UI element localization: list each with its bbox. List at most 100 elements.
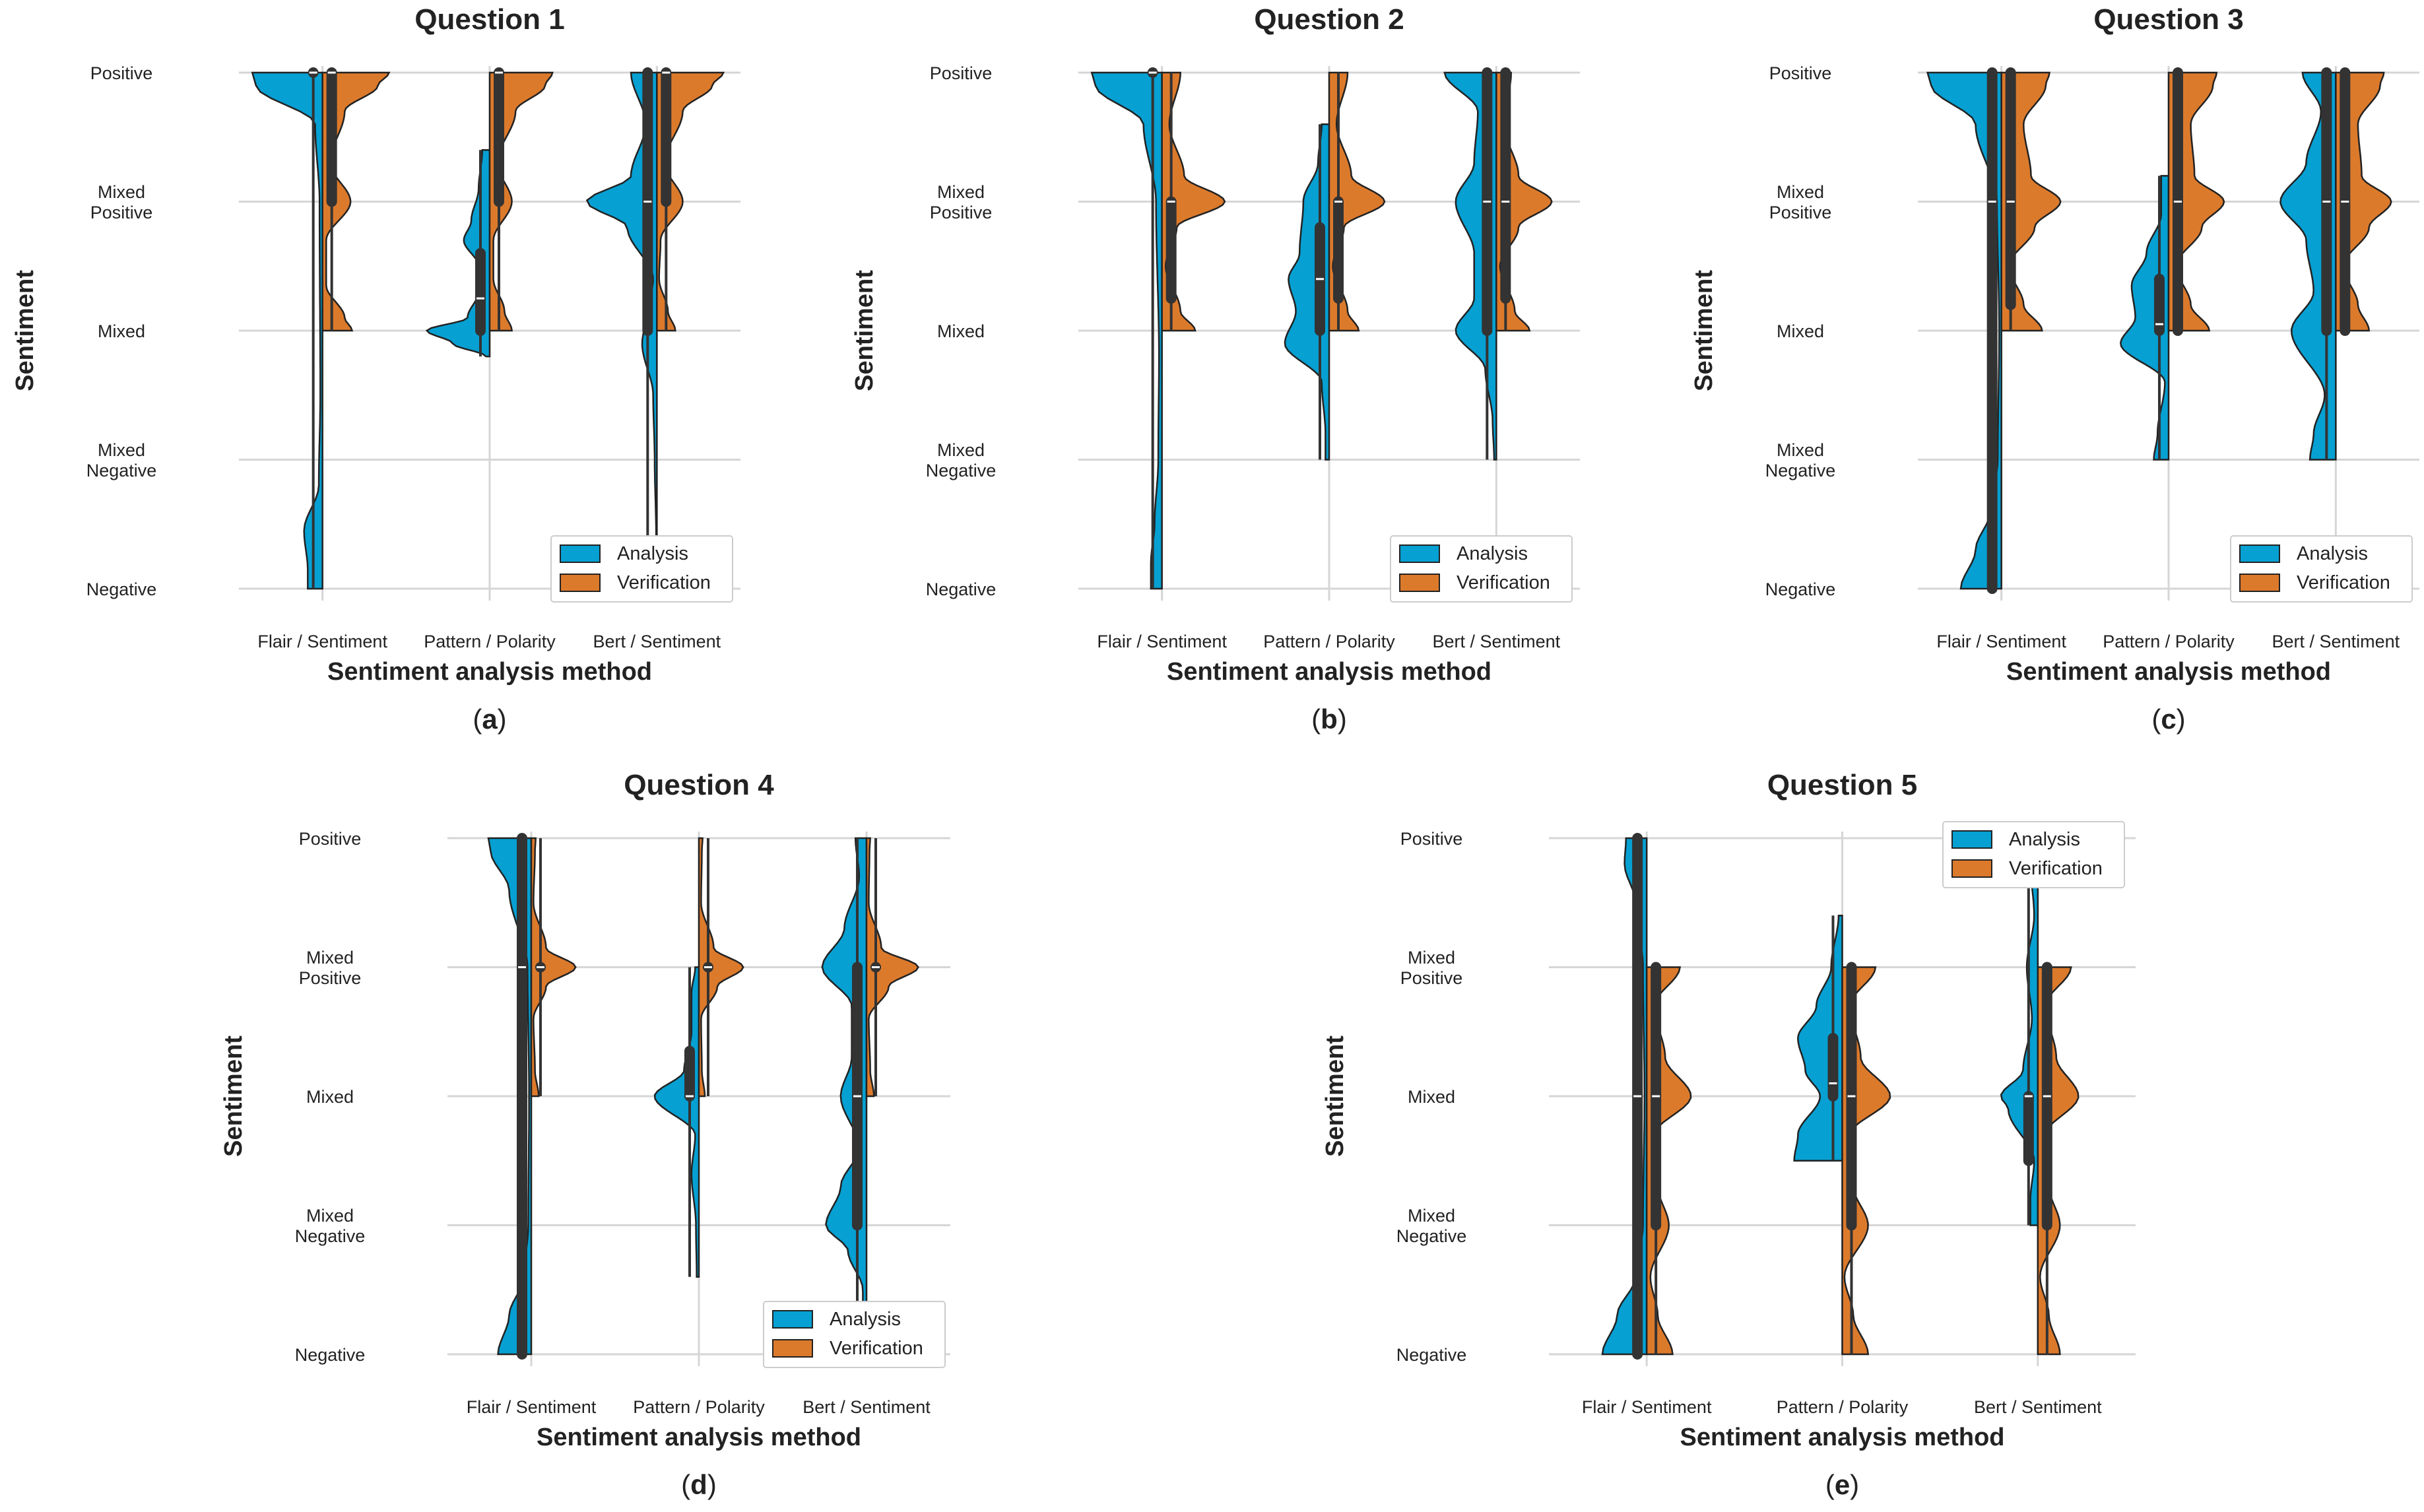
legend-label: Analysis bbox=[1457, 543, 1528, 564]
panel-label: (c) bbox=[2151, 704, 2185, 735]
x-tick-label: Flair / Sentiment bbox=[1097, 632, 1227, 651]
x-axis-label: Sentiment analysis method bbox=[1680, 1424, 2004, 1451]
chart-panel-a: Question 1 Positive Mixed Positive Mixed Mixe… bbox=[11, 3, 740, 735]
legend-label: Analysis bbox=[2297, 543, 2368, 564]
legend: Analysis Verification bbox=[2230, 535, 2413, 603]
legend: Analysis Verification bbox=[763, 1301, 946, 1368]
legend-swatch bbox=[1399, 544, 1440, 563]
panel-label: (b) bbox=[1311, 704, 1347, 735]
y-tick-label: Mixed bbox=[1408, 1087, 1455, 1107]
legend: Analysis Verification bbox=[1390, 535, 1573, 603]
chart-panel-c: Question 3 Positive Mixed Positive Mixed Mixe… bbox=[1690, 3, 2419, 735]
y-tick-label: Positive bbox=[299, 829, 362, 849]
legend-swatch bbox=[1399, 574, 1440, 592]
x-tick-label: Pattern / Polarity bbox=[1263, 632, 1395, 651]
violin-group bbox=[425, 67, 554, 358]
chart-title: Question 3 bbox=[2093, 3, 2243, 36]
legend-label: Analysis bbox=[617, 543, 688, 564]
x-tick-label: Pattern / Polarity bbox=[1777, 1397, 1909, 1417]
y-tick-label: Mixed Negative bbox=[926, 440, 997, 480]
x-axis-label: Sentiment analysis method bbox=[327, 658, 652, 686]
x-axis-label: Sentiment analysis method bbox=[537, 1424, 861, 1451]
x-tick-label: Pattern / Polarity bbox=[2103, 632, 2235, 651]
legend-label: Analysis bbox=[2009, 829, 2080, 850]
y-tick-label: Mixed Negative bbox=[295, 1206, 366, 1246]
legend-swatch bbox=[1951, 859, 1992, 878]
y-tick-label: Mixed Negative bbox=[1765, 440, 1836, 480]
legend-label: Verification bbox=[2009, 858, 2103, 879]
legend-swatch bbox=[2239, 544, 2280, 563]
legend-swatch bbox=[560, 544, 601, 563]
violin-group bbox=[653, 837, 744, 1278]
x-tick-label: Flair / Sentiment bbox=[467, 1397, 597, 1417]
verification-violin bbox=[2000, 71, 2062, 332]
y-axis-label: Sentiment bbox=[851, 270, 878, 391]
y-tick-label: Mixed bbox=[937, 321, 985, 341]
legend-label: Verification bbox=[617, 572, 711, 593]
chart-title: Question 4 bbox=[624, 769, 774, 801]
y-tick-label: Positive bbox=[90, 63, 153, 83]
violin-group bbox=[2279, 67, 2392, 461]
chart-panel-d: Question 4 Positive Mixed Positive Mixed Mixe… bbox=[220, 769, 950, 1500]
violin-group bbox=[1926, 67, 2062, 594]
violin-group bbox=[487, 833, 577, 1360]
x-tick-label: Flair / Sentiment bbox=[257, 632, 387, 651]
y-tick-label: Mixed Negative bbox=[1396, 1206, 1467, 1246]
y-tick-label: Positive bbox=[930, 63, 993, 83]
analysis-violin bbox=[653, 966, 700, 1278]
legend-swatch bbox=[2239, 574, 2280, 592]
panel-label: (a) bbox=[473, 704, 506, 735]
y-tick-label: Mixed bbox=[1777, 321, 1824, 341]
x-tick-label: Bert / Sentiment bbox=[2272, 632, 2400, 651]
violin-group bbox=[1090, 67, 1226, 590]
violin-group bbox=[2120, 67, 2225, 461]
verification-violin bbox=[530, 837, 577, 1098]
legend-label: Verification bbox=[1457, 572, 1550, 593]
y-tick-label: Mixed Positive bbox=[90, 182, 153, 222]
y-tick-label: Negative bbox=[926, 579, 997, 599]
violin-group bbox=[251, 67, 391, 590]
legend-label: Analysis bbox=[830, 1309, 901, 1330]
analysis-violin bbox=[1284, 123, 1330, 461]
x-tick-label: Bert / Sentiment bbox=[1974, 1397, 2102, 1417]
x-axis-label: Sentiment analysis method bbox=[2006, 658, 2331, 686]
violin-group bbox=[1601, 833, 1692, 1360]
legend-swatch bbox=[772, 1310, 813, 1329]
y-tick-label: Mixed Positive bbox=[1400, 948, 1463, 988]
y-tick-label: Mixed Positive bbox=[1769, 182, 1832, 222]
verification-violin bbox=[656, 71, 725, 332]
y-tick-label: Mixed Negative bbox=[86, 440, 157, 480]
legend-label: Verification bbox=[830, 1338, 923, 1359]
y-tick-label: Mixed bbox=[306, 1087, 354, 1107]
x-tick-label: Flair / Sentiment bbox=[1582, 1397, 1712, 1417]
y-axis-label: Sentiment bbox=[1690, 270, 1718, 391]
violin-group bbox=[1284, 71, 1386, 461]
chart-title: Question 2 bbox=[1254, 3, 1404, 36]
y-axis-label: Sentiment bbox=[11, 270, 39, 391]
y-tick-label: Positive bbox=[1400, 829, 1463, 849]
y-tick-label: Mixed Positive bbox=[299, 948, 362, 988]
chart-title: Question 1 bbox=[414, 3, 564, 36]
y-tick-label: Negative bbox=[295, 1345, 366, 1365]
legend-swatch bbox=[560, 574, 601, 592]
x-tick-label: Bert / Sentiment bbox=[593, 632, 721, 651]
violin-group bbox=[1443, 67, 1553, 461]
y-axis-label: Sentiment bbox=[1321, 1035, 1349, 1157]
y-tick-label: Positive bbox=[1769, 63, 1832, 83]
x-tick-label: Pattern / Polarity bbox=[633, 1397, 765, 1417]
verification-violin bbox=[865, 837, 919, 1098]
x-tick-label: Bert / Sentiment bbox=[1433, 632, 1561, 651]
panel-label: (e) bbox=[1825, 1469, 1859, 1500]
x-axis-label: Sentiment analysis method bbox=[1167, 658, 1491, 686]
x-tick-label: Flair / Sentiment bbox=[1936, 632, 2066, 651]
y-tick-label: Mixed bbox=[98, 321, 145, 341]
y-tick-label: Negative bbox=[86, 579, 157, 599]
violin-group bbox=[2000, 837, 2080, 1356]
analysis-violin bbox=[2000, 837, 2039, 1226]
x-tick-label: Pattern / Polarity bbox=[424, 632, 556, 651]
violin-group bbox=[821, 837, 919, 1330]
y-tick-label: Mixed Positive bbox=[930, 182, 993, 222]
y-tick-label: Negative bbox=[1765, 579, 1836, 599]
x-tick-label: Bert / Sentiment bbox=[803, 1397, 931, 1417]
